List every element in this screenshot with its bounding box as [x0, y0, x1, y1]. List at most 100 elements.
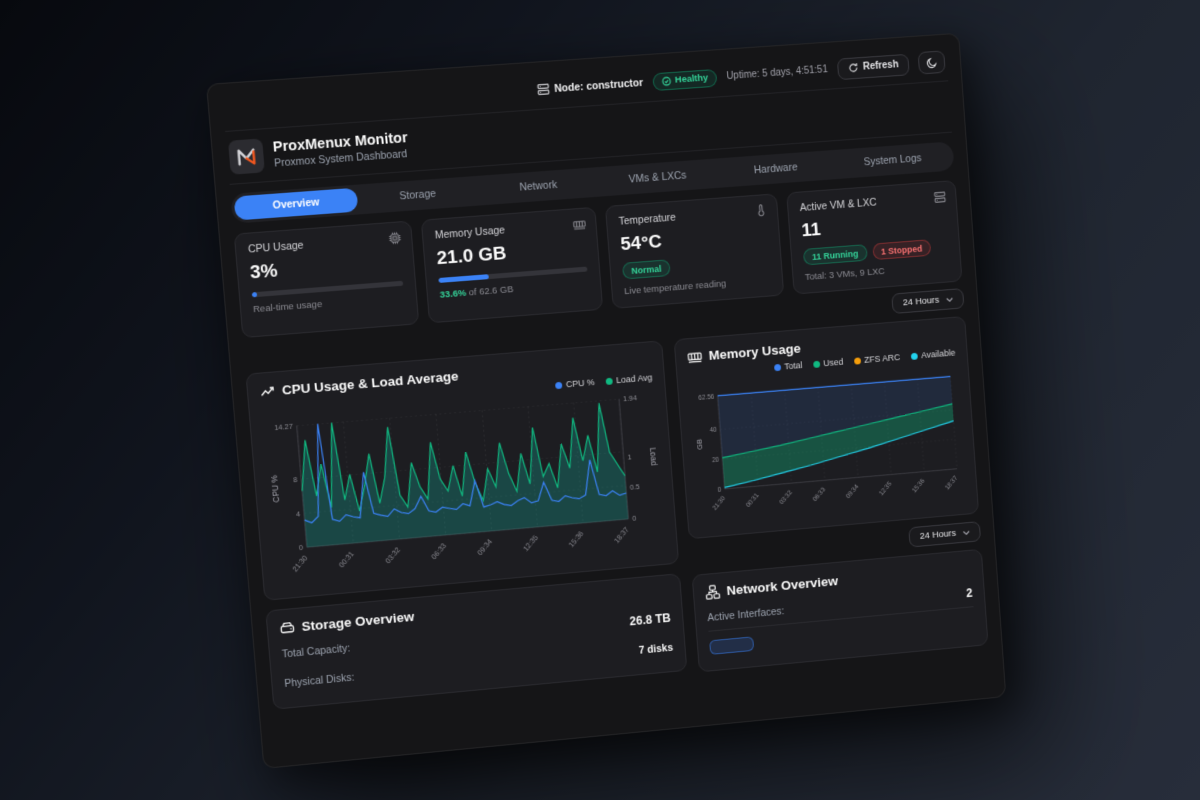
legend-label: CPU % — [566, 377, 595, 389]
svg-text:8: 8 — [293, 475, 298, 484]
refresh-button[interactable]: Refresh — [837, 53, 910, 79]
svg-text:18:37: 18:37 — [944, 475, 959, 492]
svg-text:20: 20 — [712, 457, 720, 464]
svg-text:12:35: 12:35 — [878, 480, 893, 497]
trend-up-icon — [259, 383, 275, 399]
legend-dot — [774, 363, 781, 370]
temperature-value: 54°C — [620, 223, 768, 256]
theme-toggle-button[interactable] — [918, 50, 946, 74]
cpu-load-chart-panel: CPU Usage & Load Average CPU % Load Avg … — [245, 340, 679, 601]
node-indicator: Node: constructor — [536, 76, 643, 96]
memory-usage-card: Memory Usage 21.0 GB 33.6% of 62.6 GB — [421, 207, 603, 324]
tab-vms-lxcs[interactable]: VMs & LXCs — [597, 161, 718, 193]
tab-system-logs[interactable]: System Logs — [834, 144, 952, 176]
tab-overview[interactable]: Overview — [234, 188, 358, 221]
network-title: Network Overview — [726, 573, 839, 598]
chevron-down-icon — [946, 296, 954, 302]
storage-row-label: Total Capacity: — [281, 642, 350, 660]
svg-text:GB: GB — [695, 439, 704, 450]
svg-text:21:30: 21:30 — [711, 495, 727, 512]
tab-network[interactable]: Network — [477, 170, 599, 202]
svg-text:CPU %: CPU % — [269, 474, 281, 503]
vm-stopped-badge: 1 Stopped — [872, 239, 931, 260]
vm-caption: Total: 3 VMs, 9 LXC — [805, 261, 950, 283]
thermometer-icon — [754, 204, 767, 218]
svg-text:18:37: 18:37 — [612, 525, 630, 545]
tab-storage[interactable]: Storage — [356, 179, 479, 212]
legend-dot — [854, 357, 861, 364]
svg-text:21:30: 21:30 — [290, 554, 309, 574]
memory-icon — [573, 217, 587, 231]
legend-item: CPU % — [555, 377, 595, 390]
network-icon — [705, 584, 720, 600]
vm-count-value: 11 — [801, 210, 947, 242]
servers-icon — [933, 190, 946, 203]
svg-text:00:31: 00:31 — [745, 492, 761, 509]
network-overview-panel: Network Overview Active Interfaces: 2 — [692, 549, 989, 673]
time-range-value: 24 Hours — [902, 295, 939, 309]
storage-title: Storage Overview — [301, 609, 415, 634]
svg-text:0: 0 — [718, 487, 722, 494]
network-row-label: Active Interfaces: — [707, 605, 785, 624]
legend-label: Total — [784, 360, 803, 371]
network-row-value: 2 — [966, 586, 973, 600]
legend-label: ZFS ARC — [864, 352, 901, 365]
svg-text:09:34: 09:34 — [475, 537, 494, 557]
svg-text:0.5: 0.5 — [629, 483, 640, 493]
left-column: CPU Usage & Load Average CPU % Load Avg … — [245, 340, 687, 709]
interface-badge[interactable] — [709, 636, 754, 655]
app-title-block: ProxMenux Monitor Proxmox System Dashboa… — [272, 130, 409, 169]
svg-text:4: 4 — [296, 509, 301, 518]
legend-item: ZFS ARC — [853, 352, 900, 365]
cpu-usage-card: CPU Usage 3% Real-time usage — [234, 221, 420, 339]
legend-item: Used — [813, 357, 844, 369]
memory-icon — [687, 349, 703, 365]
cpu-load-chart-plot: 21:30 00:31 03:32 06:33 09:34 12:35 15:36 18:37… — [262, 386, 665, 588]
legend-dot — [605, 377, 612, 384]
memory-value: 21.0 GB — [436, 237, 587, 270]
legend-dot — [555, 381, 562, 388]
moon-icon — [926, 56, 938, 68]
memory-chart-title: Memory Usage — [708, 341, 801, 363]
health-label: Healthy — [675, 73, 709, 86]
svg-text:1: 1 — [627, 452, 632, 461]
memory-time-range-select[interactable]: 24 Hours — [909, 521, 981, 547]
time-range-select[interactable]: 24 Hours — [892, 288, 965, 314]
legend-item: Total — [773, 360, 802, 372]
temperature-caption: Live temperature reading — [624, 275, 771, 297]
svg-text:1.94: 1.94 — [623, 393, 638, 403]
scene: Node: constructor Healthy Uptime: 5 days… — [0, 0, 1200, 800]
legend-dot — [813, 360, 820, 367]
cpu-value: 3% — [249, 251, 402, 284]
svg-text:03:32: 03:32 — [383, 545, 402, 565]
svg-text:15:36: 15:36 — [567, 529, 585, 549]
storage-row-value: 7 disks — [638, 642, 673, 657]
storage-row-value: 26.8 TB — [629, 611, 671, 628]
temperature-card: Temperature 54°C Normal Live temperature… — [605, 193, 784, 309]
health-status-badge: Healthy — [652, 69, 717, 91]
check-circle-icon — [661, 76, 671, 86]
svg-text:Load: Load — [648, 447, 659, 466]
tab-hardware[interactable]: Hardware — [716, 153, 835, 185]
svg-text:0: 0 — [632, 514, 637, 523]
legend-label: Used — [823, 357, 844, 368]
cpu-caption: Real-time usage — [253, 293, 405, 316]
legend-item: Load Avg — [605, 372, 653, 386]
legend-label: Available — [921, 348, 956, 360]
legend-dot — [910, 352, 917, 359]
legend-item: Available — [910, 348, 955, 361]
uptime-text: Uptime: 5 days, 4:51:51 — [726, 64, 828, 82]
refresh-label: Refresh — [863, 59, 899, 72]
svg-text:62.56: 62.56 — [698, 393, 715, 401]
chevron-down-icon — [962, 529, 970, 535]
temperature-status-badge: Normal — [622, 259, 671, 279]
svg-text:40: 40 — [710, 427, 718, 434]
memory-caption: 33.6% of 62.6 GB — [439, 278, 589, 300]
svg-text:06:33: 06:33 — [429, 541, 448, 561]
dashboard-window: Node: constructor Healthy Uptime: 5 days… — [206, 33, 1006, 769]
svg-text:00:31: 00:31 — [337, 549, 356, 569]
storage-row-label: Physical Disks: — [284, 672, 355, 690]
svg-text:06:33: 06:33 — [812, 486, 827, 503]
active-vm-lxc-card: Active VM & LXC 11 11 Running 1 Stopped … — [786, 180, 962, 295]
refresh-icon — [847, 62, 858, 73]
